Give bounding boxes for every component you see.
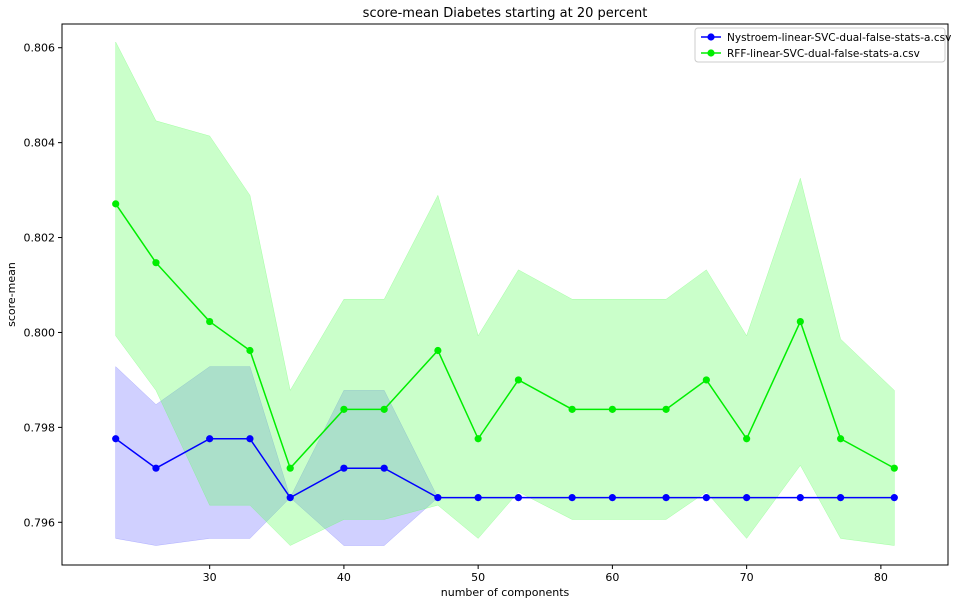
x-tick-label: 40 bbox=[337, 571, 351, 584]
data-point-series-2 bbox=[702, 376, 710, 384]
data-point-series-1 bbox=[152, 464, 160, 472]
data-point-series-1 bbox=[286, 494, 294, 502]
data-point-series-1 bbox=[340, 464, 348, 472]
data-point-series-2 bbox=[206, 317, 214, 326]
x-tick-label: 60 bbox=[605, 571, 619, 584]
y-axis-ticks: 0.796 0.798 0.800 0.802 0.804 0.806 bbox=[24, 42, 62, 529]
x-axis-ticks: 30 40 50 60 70 80 bbox=[203, 565, 888, 584]
chart-title: score-mean Diabetes starting at 20 perce… bbox=[363, 6, 648, 21]
series-line-2 bbox=[115, 203, 895, 470]
data-point-series-2 bbox=[796, 317, 804, 326]
data-point-series-2 bbox=[434, 346, 442, 355]
data-point-series-1 bbox=[112, 435, 120, 443]
y-tick-label: 0.798 bbox=[24, 421, 56, 434]
data-point-series-1 bbox=[702, 494, 710, 502]
data-point-series-2 bbox=[743, 435, 751, 443]
data-point-series-1 bbox=[380, 464, 388, 472]
legend-label: RFF-linear-SVC-dual-false-stats-a.csv bbox=[727, 48, 920, 60]
x-tick-label: 50 bbox=[471, 571, 485, 584]
data-point-series-2 bbox=[662, 405, 670, 413]
data-point-series-2 bbox=[246, 346, 254, 355]
y-tick-label: 0.802 bbox=[24, 232, 56, 245]
y-tick-label: 0.804 bbox=[24, 137, 56, 150]
series-lines bbox=[115, 203, 895, 499]
data-point-series-1 bbox=[608, 494, 616, 502]
data-point-series-2 bbox=[837, 435, 845, 443]
data-point-series-1 bbox=[743, 494, 751, 502]
data-point-series-2 bbox=[112, 200, 120, 208]
y-tick-label: 0.796 bbox=[24, 516, 56, 529]
data-point-series-1 bbox=[796, 494, 804, 502]
data-point-series-2 bbox=[608, 405, 616, 413]
data-point-series-2 bbox=[380, 405, 388, 413]
legend-swatch-marker bbox=[707, 49, 715, 57]
data-point-series-1 bbox=[662, 494, 670, 502]
data-point-series-2 bbox=[152, 259, 160, 267]
x-axis-label: number of components bbox=[441, 586, 570, 599]
data-point-series-1 bbox=[246, 435, 254, 443]
y-tick-label: 0.800 bbox=[24, 326, 56, 339]
legend: Nystroem-linear-SVC-dual-false-stats-a.c… bbox=[694, 27, 951, 63]
data-point-series-2 bbox=[286, 464, 294, 472]
series-points bbox=[112, 200, 898, 502]
series-line-1 bbox=[115, 438, 895, 499]
data-point-series-2 bbox=[340, 405, 348, 413]
data-point-series-2 bbox=[514, 376, 523, 384]
x-tick-label: 70 bbox=[740, 571, 754, 584]
data-point-series-1 bbox=[434, 494, 442, 502]
legend-box bbox=[694, 27, 946, 63]
legend-label: Nystroem-linear-SVC-dual-false-stats-a.c… bbox=[727, 32, 951, 44]
data-point-series-2 bbox=[568, 405, 576, 413]
x-tick-label: 30 bbox=[203, 571, 217, 584]
plot-area-frame bbox=[61, 23, 949, 566]
data-point-series-1 bbox=[206, 435, 214, 443]
data-point-series-1 bbox=[890, 494, 898, 502]
data-point-series-2 bbox=[890, 464, 898, 472]
y-tick-label: 0.806 bbox=[24, 42, 56, 55]
y-axis-label: score-mean bbox=[5, 262, 18, 327]
data-point-series-2 bbox=[474, 435, 482, 443]
legend-swatch-marker bbox=[707, 33, 715, 41]
data-point-series-1 bbox=[837, 494, 845, 502]
x-tick-label: 80 bbox=[874, 571, 888, 584]
data-point-series-1 bbox=[568, 494, 576, 502]
confidence-band-series-2 bbox=[115, 41, 895, 546]
data-point-series-1 bbox=[474, 494, 482, 502]
data-point-series-1 bbox=[514, 494, 523, 502]
